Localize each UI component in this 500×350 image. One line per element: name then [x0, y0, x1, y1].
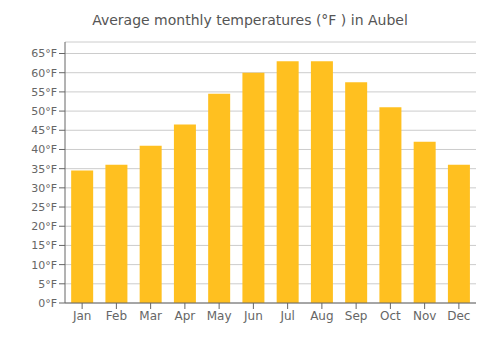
svg-text:Jul: Jul — [279, 309, 294, 323]
html-text:Average monthly temperatures (: Average monthly temperatures (°F ) in Au… — [92, 12, 408, 28]
svg-text:35°F: 35°F — [31, 163, 57, 176]
svg-text:30°F: 30°F — [31, 182, 57, 195]
svg-text:May: May — [207, 309, 232, 323]
svg-text:Jan: Jan — [72, 309, 92, 323]
svg-text:20°F: 20°F — [31, 220, 57, 233]
svg-text:5°F: 5°F — [38, 278, 57, 291]
svg-text:Oct: Oct — [380, 309, 401, 323]
svg-text:Aug: Aug — [310, 309, 333, 323]
svg-text:50°F: 50°F — [31, 105, 57, 118]
svg-text:10°F: 10°F — [31, 259, 57, 272]
svg-text:40°F: 40°F — [31, 143, 57, 156]
svg-text:Nov: Nov — [413, 309, 436, 323]
svg-text:25°F: 25°F — [31, 201, 57, 214]
svg-text:Apr: Apr — [174, 309, 195, 323]
svg-text:45°F: 45°F — [31, 124, 57, 137]
svg-text:55°F: 55°F — [31, 86, 57, 99]
svg-text:Feb: Feb — [106, 309, 127, 323]
svg-text:Sep: Sep — [345, 309, 368, 323]
svg-text:0°F: 0°F — [38, 297, 57, 310]
svg-text:Dec: Dec — [447, 309, 470, 323]
svg-text:Mar: Mar — [139, 309, 162, 323]
svg-text:Jun: Jun — [243, 309, 263, 323]
svg-text:65°F: 65°F — [31, 47, 57, 60]
svg-text:60°F: 60°F — [31, 67, 57, 80]
svg-text:15°F: 15°F — [31, 239, 57, 252]
